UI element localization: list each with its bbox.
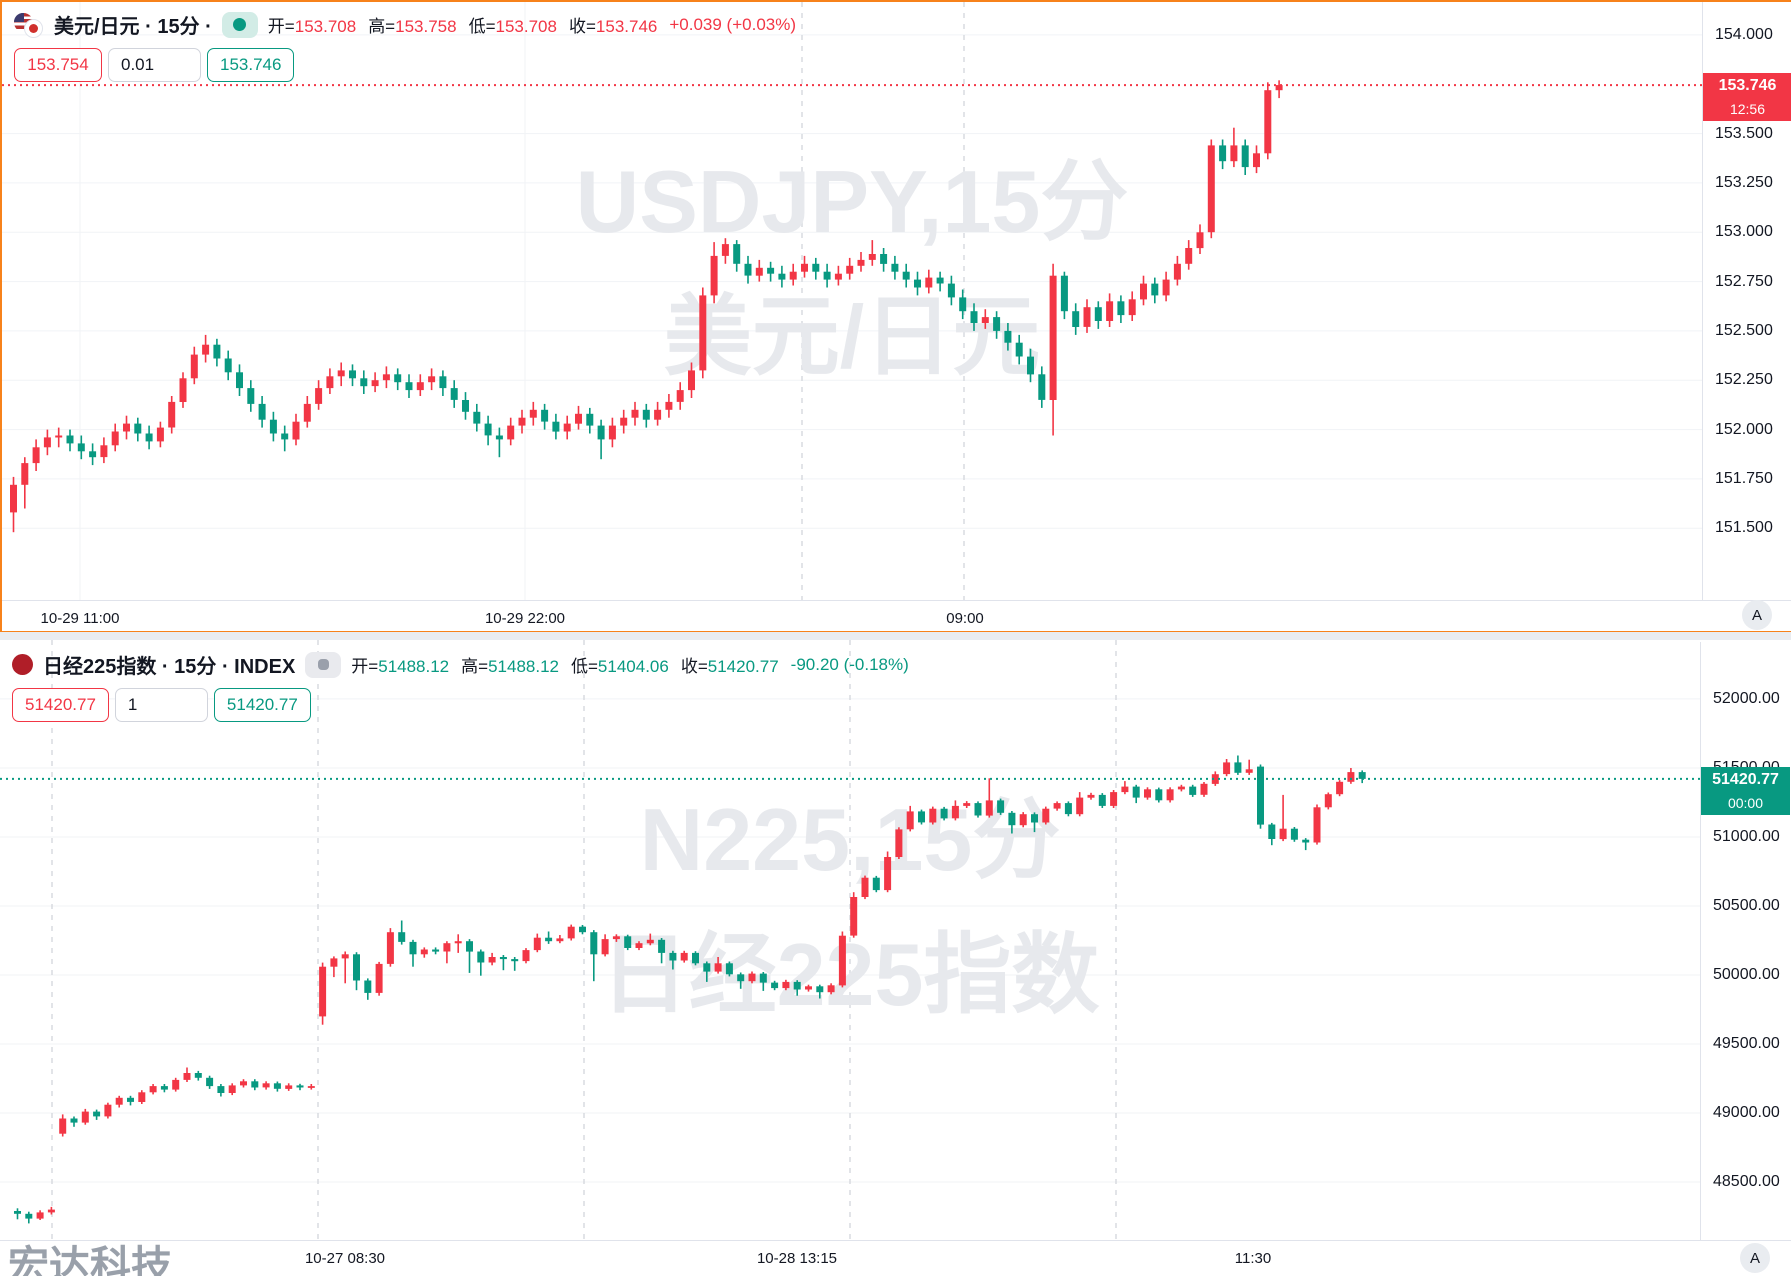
- usdjpy-price-badge: 153.746 12:56: [1703, 73, 1791, 122]
- price-tick-label: 154.000: [1715, 25, 1773, 43]
- price-tick-label: 153.000: [1715, 223, 1773, 241]
- ask-box[interactable]: 153.746: [207, 48, 295, 82]
- usdjpy-quote-row: 153.754 0.01 153.746: [14, 48, 295, 82]
- bid-box[interactable]: 153.754: [14, 48, 102, 82]
- change-value: -90.20 (-0.18%): [790, 654, 909, 674]
- low-value: 153.708: [495, 17, 557, 36]
- time-tick-label: 10-29 22:00: [484, 610, 566, 627]
- price-tick-label: 52000.00: [1713, 689, 1780, 707]
- close-value: 153.746: [595, 17, 658, 36]
- usdjpy-header: 美元/日元 · 15分 · 开=153.708 高=153.758 低=153.…: [14, 10, 796, 39]
- n225-price-axis[interactable]: 52000.0051500.0051000.0050500.0050000.00…: [1700, 642, 1791, 1240]
- usdjpy-ohlc-readout: 开=153.708 高=153.758 低=153.708 收=153.746 …: [267, 14, 797, 37]
- time-tick-label: 10-29 11:00: [40, 610, 120, 627]
- last-price: 51420.77: [1712, 770, 1779, 788]
- usdjpy-title[interactable]: 美元/日元 · 15分 ·: [54, 16, 212, 38]
- price-tick-label: 50500.00: [1713, 896, 1780, 914]
- watermark-line2: 日经225指数: [601, 925, 1100, 1024]
- bid-box[interactable]: 51420.77: [12, 688, 109, 722]
- n225-price-badge: 51420.77 00:00: [1701, 766, 1790, 815]
- time-tick-label: 09:00: [946, 610, 984, 627]
- jp-flag-icon: [24, 18, 43, 38]
- price-tick-label: 51000.00: [1713, 827, 1780, 845]
- bar-countdown: 00:00: [1727, 794, 1764, 811]
- price-tick-label: 48500.00: [1713, 1173, 1780, 1191]
- price-tick-label: 49500.00: [1713, 1035, 1780, 1052]
- series-visibility-toggle-icon[interactable]: [305, 651, 342, 678]
- brand-watermark: 宏达科技: [8, 1243, 172, 1276]
- watermark-line1: USDJPY,15分: [576, 152, 1129, 251]
- auto-scale-button[interactable]: A: [1742, 600, 1772, 630]
- ask-box[interactable]: 51420.77: [213, 688, 311, 722]
- series-visibility-toggle-icon[interactable]: [221, 11, 258, 38]
- price-tick-label: 153.500: [1715, 124, 1773, 142]
- high-value: 51488.12: [488, 657, 559, 676]
- usdjpy-price-axis[interactable]: 154.000 153.500 153.250 153.000 152.750 152.5…: [1702, 2, 1791, 630]
- n225-plot-area[interactable]: N225,15分 日经225指数: [0, 640, 1700, 1245]
- change-value: +0.039 (+0.03%): [669, 14, 797, 34]
- auto-scale-button[interactable]: A: [1740, 1243, 1770, 1273]
- price-tick-label: 151.500: [1715, 519, 1773, 537]
- price-tick-label: 50000.00: [1713, 965, 1780, 983]
- time-tick-label: 10-27 08:30: [304, 1250, 386, 1267]
- usdjpy-plot-area[interactable]: USDJPY,15分 美元/日元: [2, 2, 1702, 607]
- n225-quote-row: 51420.77 1 51420.77: [12, 688, 311, 722]
- spread-box[interactable]: 0.01: [108, 48, 201, 82]
- high-value: 153.758: [395, 17, 457, 36]
- price-tick-label: 153.250: [1715, 173, 1773, 191]
- time-tick-label: 11:30: [1234, 1250, 1272, 1267]
- open-value: 51488.12: [378, 657, 450, 676]
- time-tick-label: 10-28 13:15: [756, 1250, 838, 1267]
- candlestick-series: [14, 755, 1366, 1224]
- n225-logo-icon: [12, 654, 33, 675]
- pane-divider[interactable]: [0, 632, 1791, 640]
- watermark-line2: 美元/日元: [664, 287, 1040, 386]
- low-value: 51404.06: [597, 657, 669, 676]
- last-price: 153.746: [1718, 77, 1777, 95]
- open-value: 153.708: [294, 17, 357, 36]
- candlestick-series: [10, 80, 1283, 533]
- price-tick-label: 151.750: [1715, 469, 1773, 487]
- price-tick-label: 152.750: [1715, 272, 1773, 290]
- n225-title[interactable]: 日经225指数 · 15分 · INDEX: [43, 656, 296, 678]
- n225-header: 日经225指数 · 15分 · INDEX 开=51488.12 高=51488…: [12, 650, 909, 679]
- price-tick-label: 152.000: [1715, 420, 1773, 438]
- n225-time-axis[interactable]: 10-27 08:30 10-28 13:15 11:30: [0, 1240, 1791, 1276]
- usdjpy-time-axis[interactable]: 10-29 11:00 10-29 22:00 09:00: [2, 600, 1791, 631]
- usdjpy-flag-icon: [14, 12, 44, 38]
- price-tick-label: 152.250: [1715, 371, 1773, 389]
- pane-usdjpy[interactable]: USDJPY,15分 美元/日元 美元/日元 · 15分 · 开=153.708 …: [0, 0, 1791, 632]
- bar-countdown: 12:56: [1729, 101, 1766, 118]
- price-tick-label: 152.500: [1715, 321, 1773, 339]
- price-tick-label: 49000.00: [1713, 1104, 1780, 1122]
- n225-ohlc-readout: 开=51488.12 高=51488.12 低=51404.06 收=51420…: [351, 654, 909, 677]
- spread-box[interactable]: 1: [114, 688, 208, 722]
- close-value: 51420.77: [707, 657, 779, 676]
